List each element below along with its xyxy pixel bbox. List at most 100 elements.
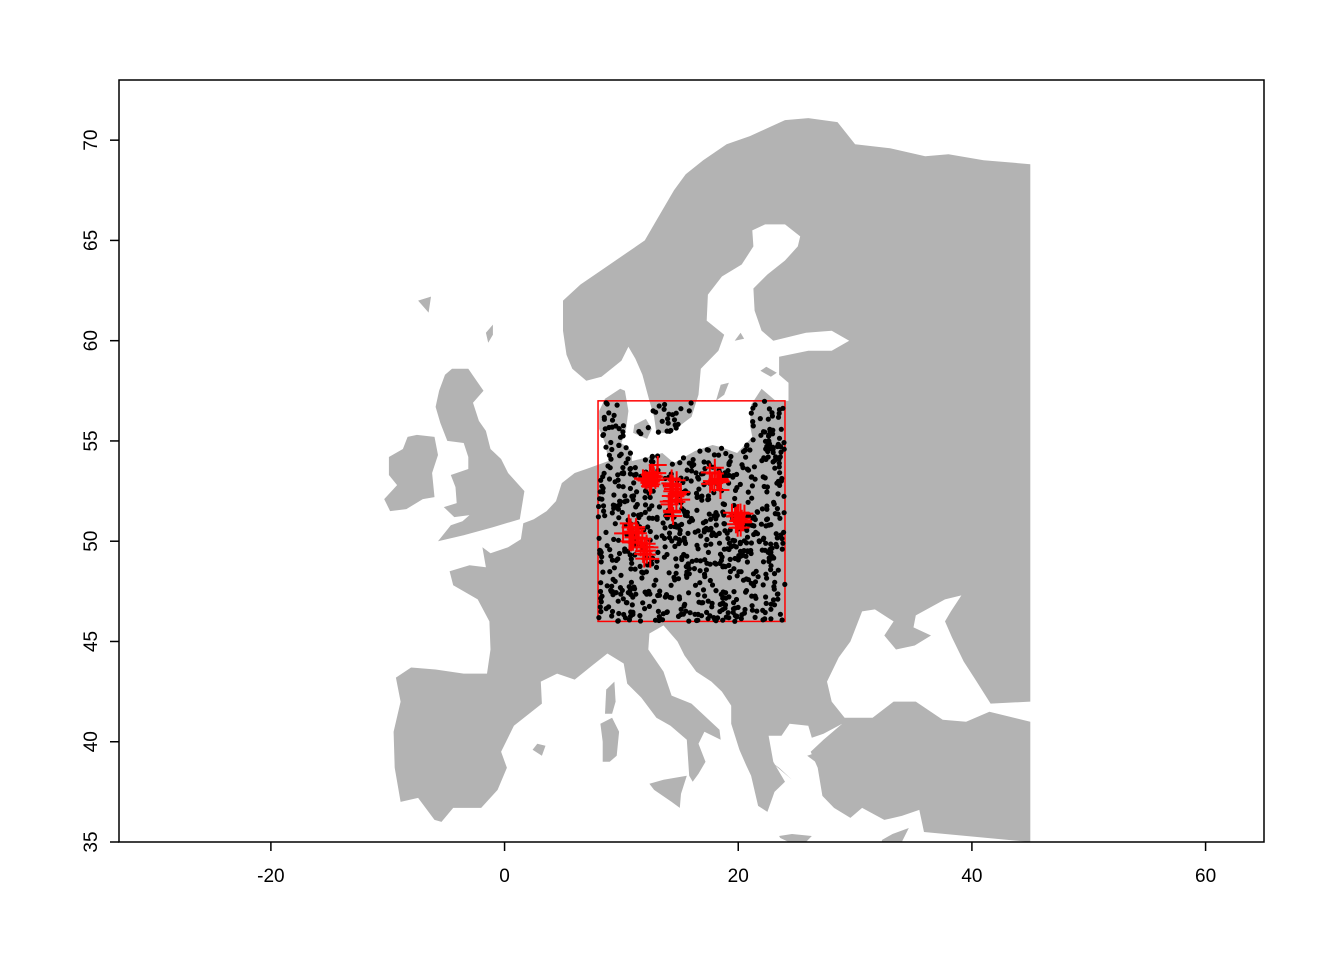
y-axis: 35 40 45 50 55 60 65 70 (81, 130, 119, 853)
background-point (744, 466, 751, 472)
background-point (720, 617, 726, 623)
background-point (651, 582, 657, 588)
background-point (677, 531, 683, 537)
background-point (637, 563, 643, 570)
background-point (697, 448, 703, 454)
background-point (713, 588, 719, 594)
background-point (762, 609, 768, 616)
background-point (773, 531, 779, 537)
background-point (677, 460, 683, 466)
background-point (749, 495, 755, 501)
y-tick-label: 35 (81, 831, 102, 852)
background-point (672, 422, 678, 428)
background-point (781, 493, 787, 499)
background-point (620, 484, 626, 490)
background-point (615, 472, 621, 478)
background-point (598, 549, 604, 555)
land-polygon (418, 296, 431, 313)
background-point (771, 571, 778, 577)
land-polygon (807, 753, 816, 762)
background-point (616, 442, 622, 448)
background-point (771, 602, 778, 608)
background-point (686, 618, 692, 624)
background-point (648, 458, 655, 465)
land-polygon (779, 834, 812, 842)
background-point (740, 577, 747, 583)
background-point (689, 558, 695, 564)
background-point (627, 485, 634, 492)
background-point (775, 596, 781, 602)
background-point (621, 611, 627, 618)
background-point (715, 615, 721, 621)
x-tick-label: -20 (257, 866, 284, 887)
background-point (603, 444, 609, 450)
background-point (623, 460, 629, 466)
background-point (659, 533, 665, 539)
background-point (749, 522, 755, 529)
y-tick-label: 60 (81, 330, 102, 351)
land-polygon (734, 332, 745, 341)
background-point (777, 482, 783, 488)
background-point (690, 457, 696, 463)
background-point (642, 495, 648, 501)
background-point (654, 558, 660, 564)
background-point (662, 594, 668, 600)
background-point (627, 587, 633, 593)
background-point (750, 423, 756, 429)
background-point (754, 509, 760, 515)
background-point (613, 557, 619, 564)
background-point (623, 445, 629, 451)
background-point (675, 576, 682, 582)
presence-point (648, 455, 667, 474)
background-point (749, 593, 755, 599)
background-point (764, 489, 770, 495)
x-axis: -20 0 20 40 60 (257, 842, 1216, 887)
background-point (632, 465, 638, 471)
x-tick-label: 60 (1195, 866, 1216, 887)
background-point (704, 609, 710, 616)
background-point (781, 440, 787, 446)
background-point (646, 506, 652, 512)
background-point (775, 414, 782, 420)
background-point (744, 559, 751, 565)
background-point (703, 567, 710, 573)
background-point (599, 483, 605, 489)
background-point (619, 509, 625, 516)
background-point (679, 556, 685, 563)
presence-point (734, 513, 753, 532)
background-point (611, 505, 617, 511)
background-point (686, 460, 692, 466)
background-point (595, 514, 602, 520)
presence-point (711, 481, 730, 500)
background-point (709, 582, 716, 588)
background-point (684, 467, 690, 473)
background-point (662, 525, 668, 531)
land-polygon (760, 366, 777, 377)
presence-point (664, 506, 683, 525)
background-point (601, 414, 607, 420)
background-point (781, 510, 787, 516)
background-point (745, 489, 751, 495)
y-tick-label: 70 (81, 130, 102, 151)
background-point (657, 588, 663, 594)
background-point (759, 506, 766, 512)
background-point (622, 546, 628, 552)
background-point (668, 427, 674, 434)
background-point (597, 496, 603, 502)
background-point (642, 509, 648, 515)
background-point (628, 465, 634, 472)
background-point (656, 504, 663, 510)
background-point (598, 580, 604, 586)
background-point (717, 601, 723, 608)
background-point (713, 532, 719, 539)
background-point (764, 517, 770, 523)
background-point (754, 531, 761, 537)
background-point (749, 607, 756, 613)
background-point (732, 613, 738, 619)
background-point (699, 497, 705, 503)
background-point (609, 417, 616, 423)
presence-point (641, 549, 660, 568)
background-point (750, 437, 756, 443)
background-point (776, 464, 782, 470)
background-point (617, 434, 624, 440)
